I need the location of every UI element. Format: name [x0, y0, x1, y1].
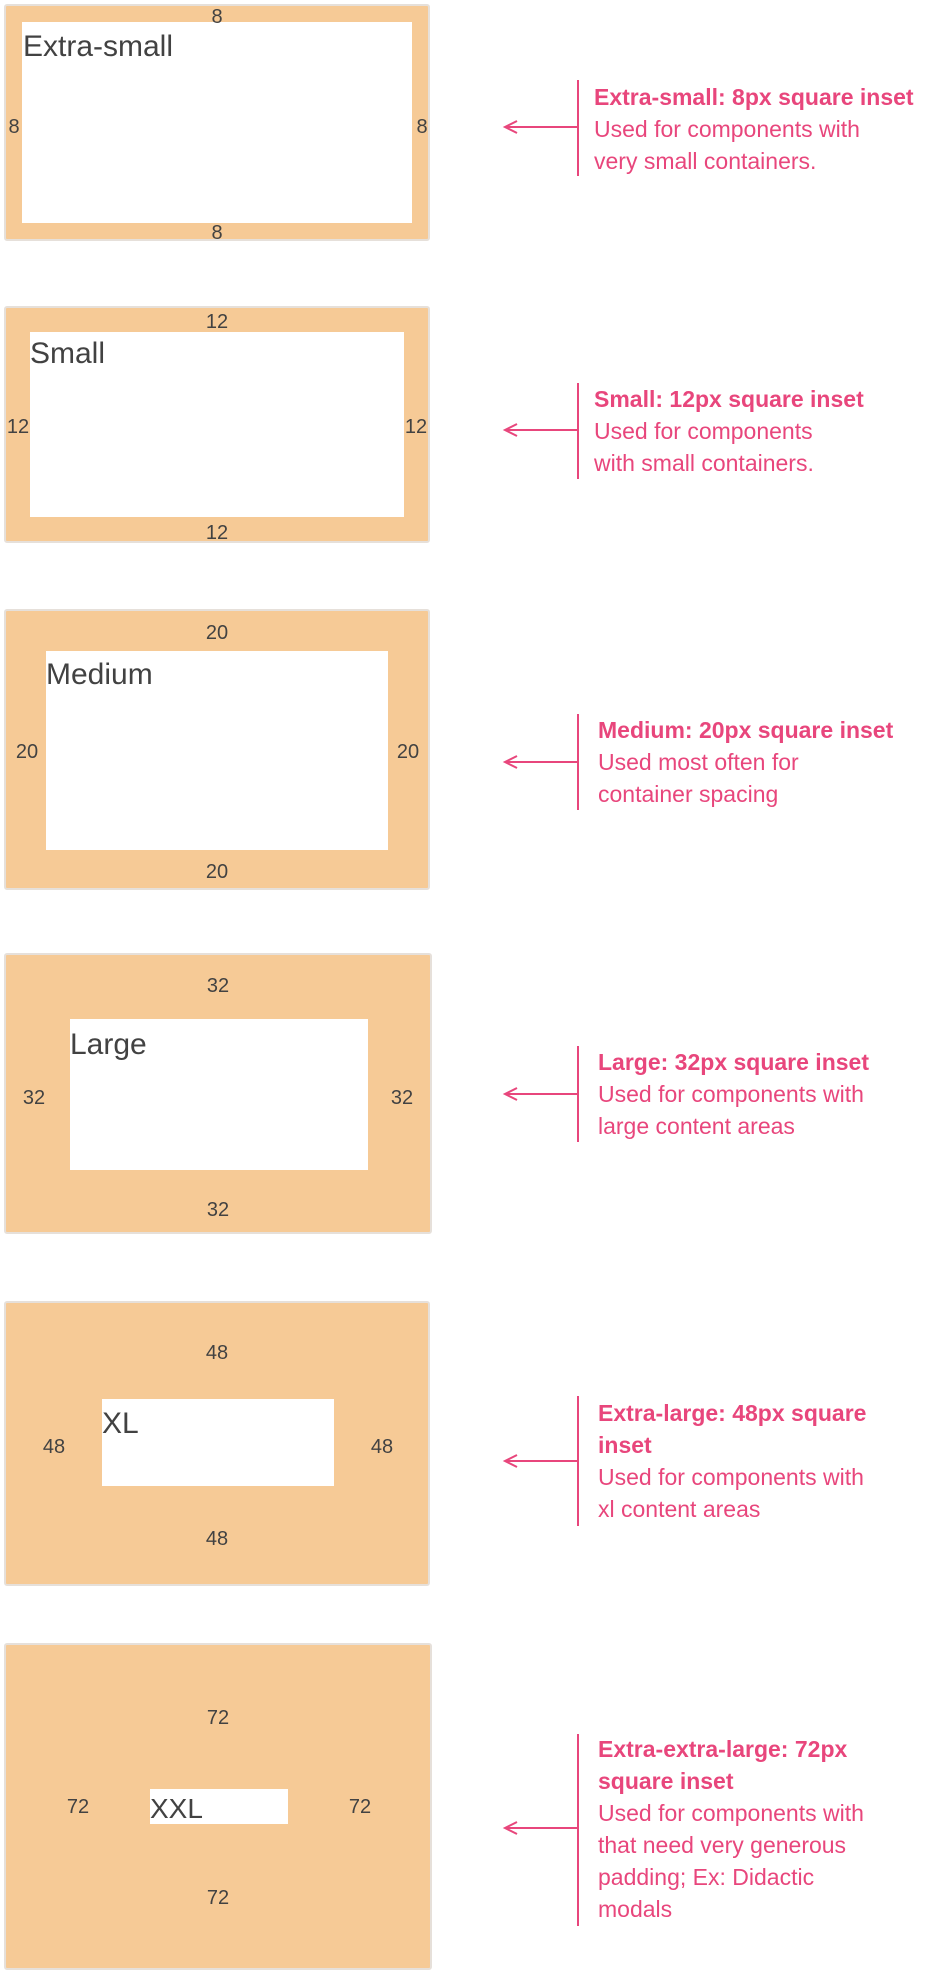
callout-description: Used for components — [594, 418, 813, 444]
inset-value-right: 8 — [416, 116, 428, 138]
inset-value-bottom: 12 — [205, 522, 229, 544]
callout-heading: Extra-extra-large: 72px — [598, 1736, 848, 1762]
inset-value-left: 48 — [42, 1436, 66, 1458]
content-area-small — [30, 332, 404, 517]
callout-heading: Medium: 20px square inset — [598, 717, 894, 743]
arrow-left-icon — [502, 423, 578, 437]
callout-heading: Extra-small: 8px square inset — [594, 84, 914, 110]
callout-heading: Extra-large: 48px square — [598, 1400, 867, 1426]
inset-value-right: 20 — [396, 741, 420, 763]
callout-description: padding; Ex: Didactic — [598, 1864, 815, 1890]
callout-heading: Large: 32px square inset — [598, 1049, 869, 1075]
inset-panel-xl: XL 48 48 48 48 — [4, 1301, 430, 1586]
callout-description: modals — [598, 1896, 673, 1922]
callout-heading: Small: 12px square inset — [594, 386, 864, 412]
callout-bar — [577, 714, 579, 810]
content-area-xl — [102, 1399, 334, 1486]
inset-value-left: 32 — [22, 1087, 46, 1109]
arrow-left-icon — [502, 120, 578, 134]
inset-value-left: 12 — [6, 416, 30, 438]
callout-medium: Medium: 20px square inset Used most ofte… — [598, 714, 893, 810]
inset-panel-medium: Medium 20 20 20 20 — [4, 609, 430, 890]
inset-value-left: 72 — [66, 1796, 90, 1818]
callout-description: large content areas — [598, 1113, 795, 1139]
inset-value-bottom: 72 — [206, 1887, 230, 1909]
panel-title: XXL — [150, 1793, 203, 1824]
callout-description: Used for components with — [598, 1464, 864, 1490]
arrow-left-icon — [502, 1821, 578, 1835]
inset-value-left: 20 — [15, 741, 39, 763]
inset-value-right: 12 — [404, 416, 428, 438]
inset-value-bottom: 48 — [205, 1528, 229, 1550]
inset-panel-large: Large 32 32 32 32 — [4, 953, 432, 1234]
callout-xxl: Extra-extra-large: 72px square inset Use… — [598, 1733, 864, 1925]
callout-description: container spacing — [598, 781, 779, 807]
inset-value-top: 8 — [211, 6, 223, 28]
inset-value-top: 48 — [205, 1342, 229, 1364]
inset-panel-extra-small: Extra-small 8 8 8 8 — [4, 4, 430, 244]
callout-description: Used for components with — [598, 1081, 864, 1107]
callout-bar — [577, 1396, 579, 1526]
inset-value-bottom: 32 — [206, 1199, 230, 1221]
callout-description: xl content areas — [598, 1496, 761, 1522]
arrow-left-icon — [502, 755, 578, 769]
arrow-left-icon — [502, 1087, 578, 1101]
callout-heading: inset — [598, 1432, 652, 1458]
inset-value-bottom: 8 — [211, 222, 223, 244]
inset-value-left: 8 — [8, 116, 20, 138]
panel-title: Small — [30, 337, 106, 370]
callout-bar — [577, 1734, 579, 1926]
panel-title: Extra-small — [23, 30, 174, 63]
content-area-medium — [46, 651, 388, 850]
inset-value-right: 72 — [348, 1796, 372, 1818]
callout-description: Used most often for — [598, 749, 799, 775]
inset-value-top: 20 — [205, 622, 229, 644]
inset-value-top: 32 — [206, 975, 230, 997]
panel-title: Large — [70, 1028, 147, 1061]
panel-title: Medium — [46, 658, 153, 691]
callout-large: Large: 32px square inset Used for compon… — [598, 1046, 869, 1142]
inset-value-right: 48 — [370, 1436, 394, 1458]
callout-bar — [577, 80, 579, 176]
arrow-left-icon — [502, 1454, 578, 1468]
callout-bar — [577, 383, 579, 479]
callout-small: Small: 12px square inset Used for compon… — [594, 383, 864, 479]
inset-panel-small: Small 12 12 12 12 — [4, 306, 430, 543]
callout-description: that need very generous — [598, 1832, 847, 1858]
callout-bar — [577, 1046, 579, 1142]
callout-description: Used for components with — [598, 1800, 864, 1826]
callout-description: very small containers. — [594, 148, 817, 174]
inset-value-top: 12 — [205, 311, 229, 333]
content-area-extra-small — [22, 22, 412, 223]
callout-xl: Extra-large: 48px square inset Used for … — [598, 1397, 866, 1525]
callout-description: with small containers. — [594, 450, 814, 476]
inset-value-bottom: 20 — [205, 861, 229, 883]
panel-title: XL — [102, 1407, 139, 1440]
content-area-large — [70, 1019, 368, 1170]
content-area-xxl — [150, 1789, 288, 1824]
inset-value-top: 72 — [206, 1707, 230, 1729]
callout-extra-small: Extra-small: 8px square inset Used for c… — [594, 81, 914, 177]
callout-description: Used for components with — [594, 116, 860, 142]
inset-panel-xxl: XXL 72 72 72 72 — [4, 1643, 432, 1970]
inset-value-right: 32 — [390, 1087, 414, 1109]
callout-heading: square inset — [598, 1768, 734, 1794]
